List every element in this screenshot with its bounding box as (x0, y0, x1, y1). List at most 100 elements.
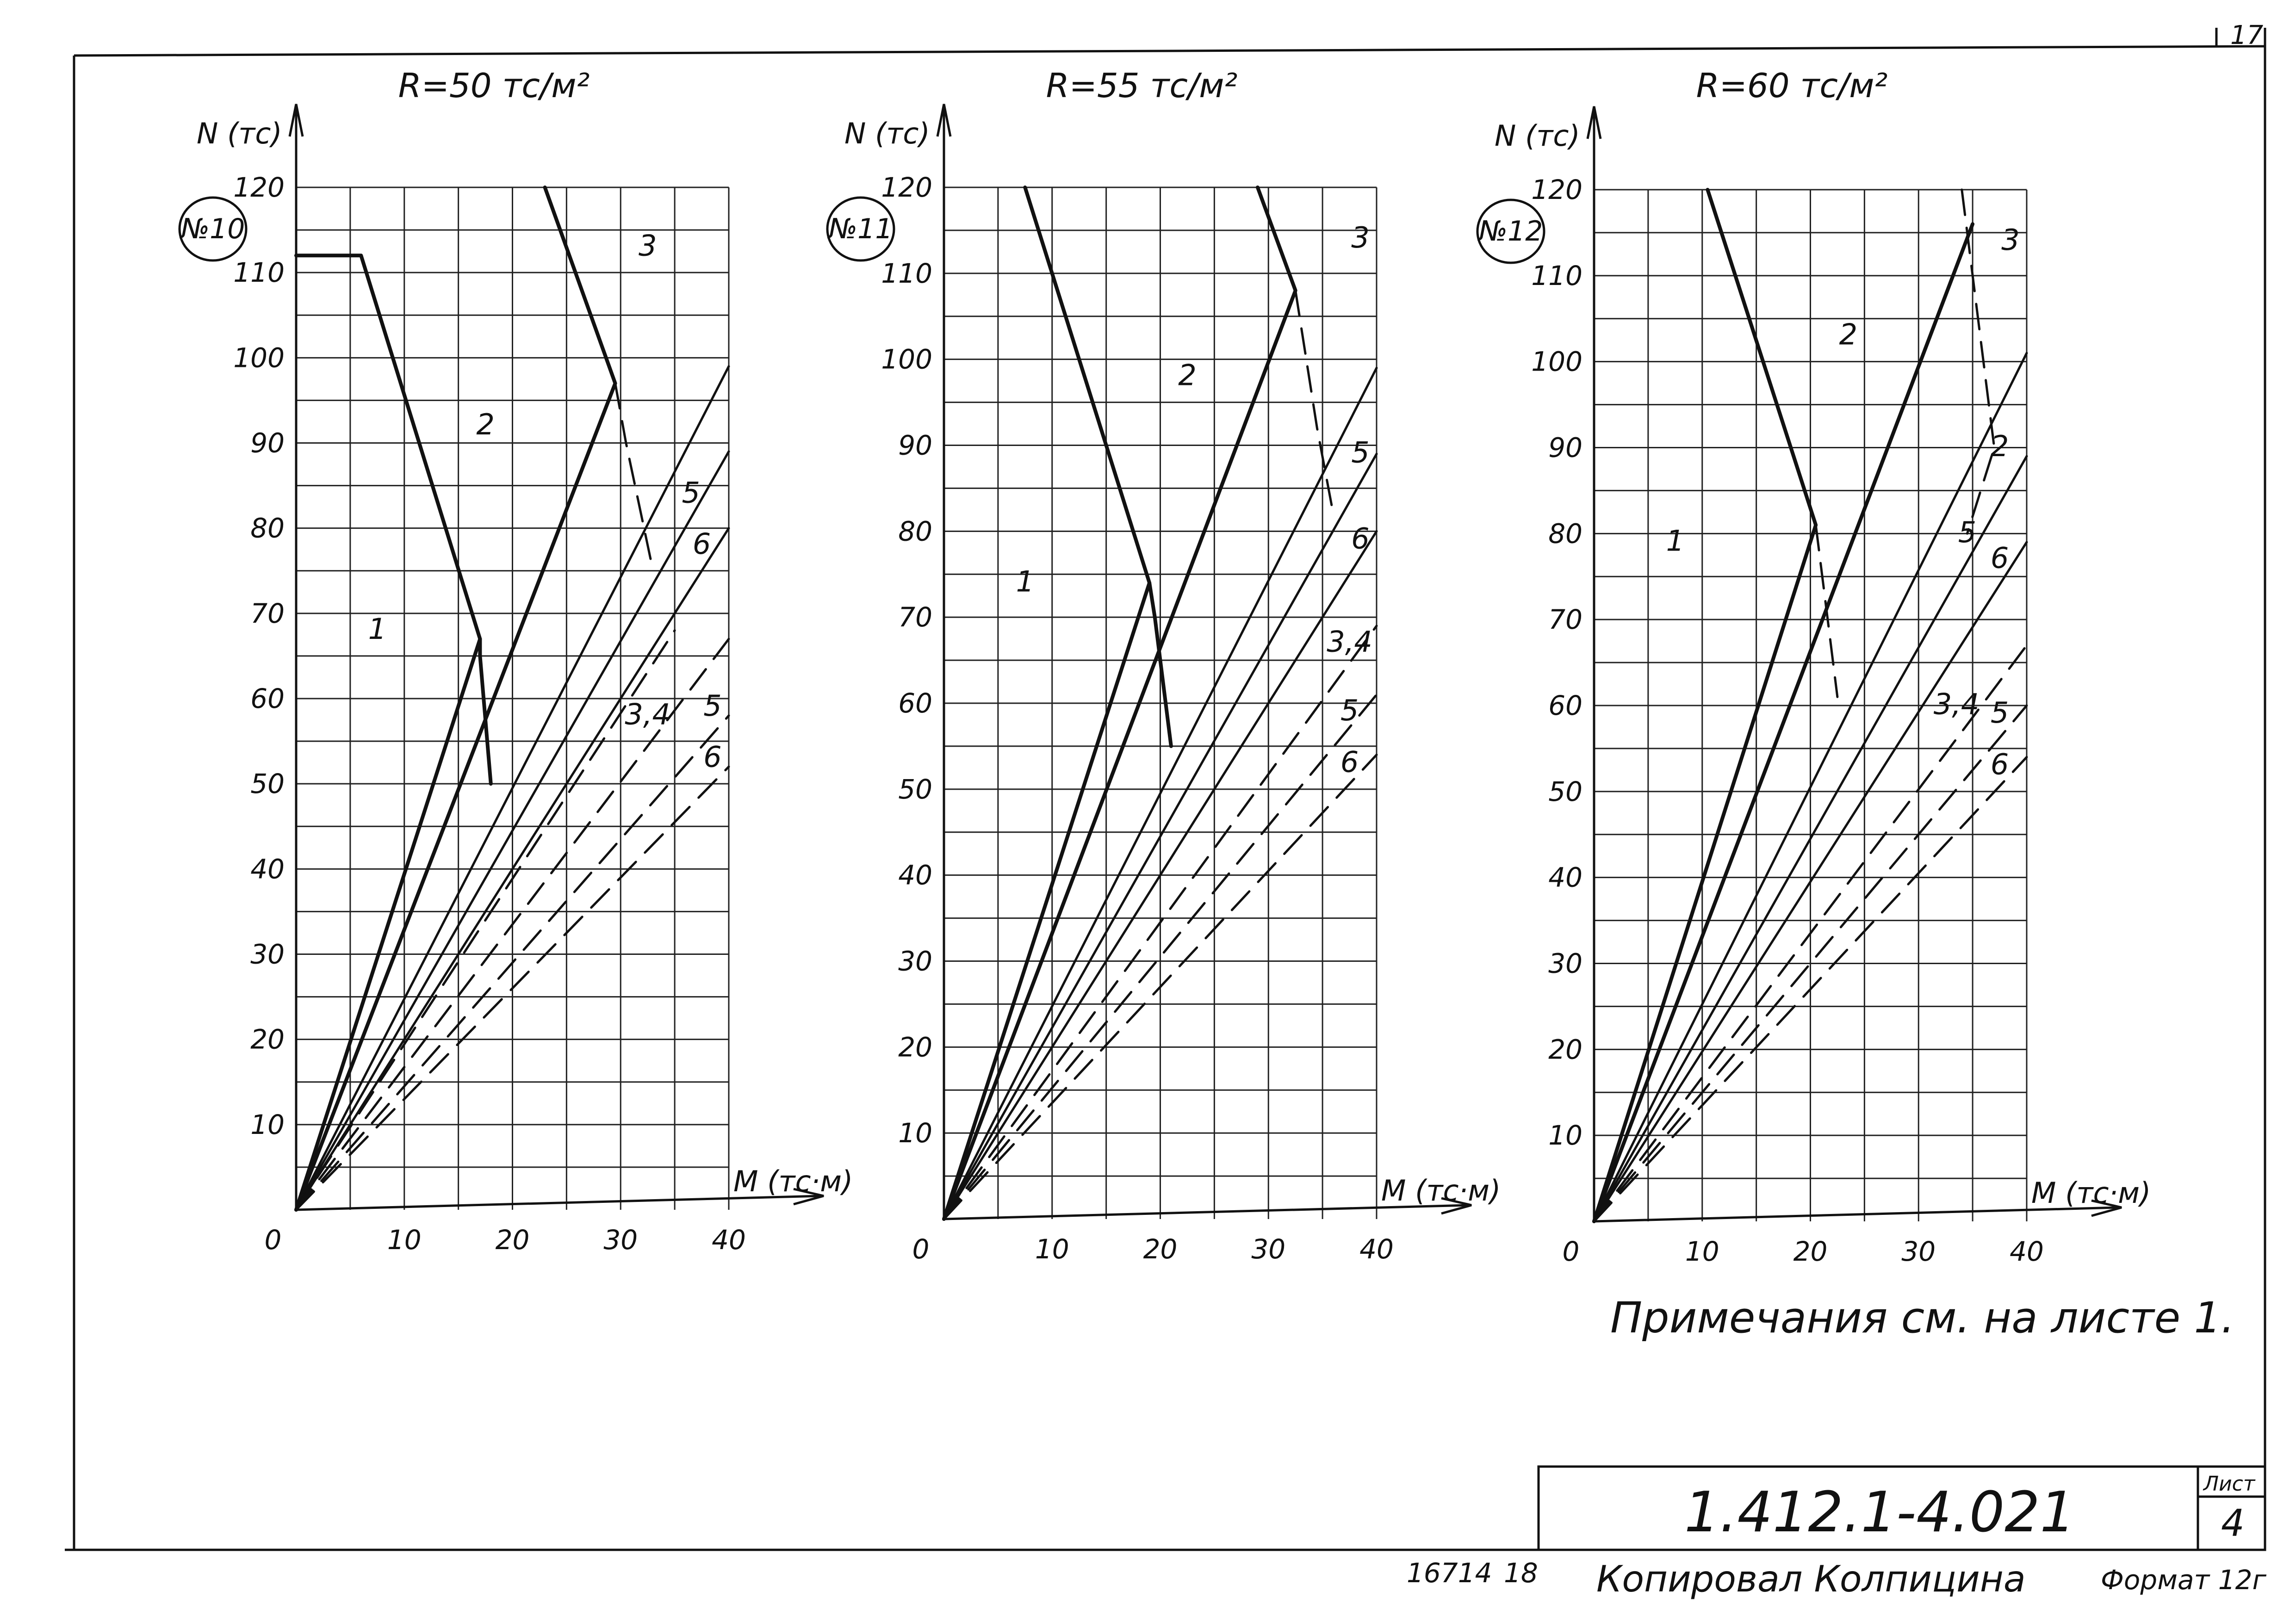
x-tick-label: 40 (2010, 1236, 2044, 1267)
curve-label: 6 (1991, 748, 2009, 781)
y-tick-label: 80 (1548, 518, 1582, 549)
footer-copied-by: Копировал Колпицина (1596, 1559, 2026, 1600)
y-tick-label: 120 (233, 172, 285, 203)
curve-label: 2 (476, 408, 494, 441)
solid-curve (1593, 352, 2028, 1223)
x-axis (1594, 1206, 2120, 1223)
y-tick-label: 50 (1548, 776, 1582, 807)
solid-curve (294, 637, 482, 1212)
solid-curve (294, 254, 493, 786)
y-tick-label: 30 (250, 939, 285, 970)
solid-curve (295, 527, 730, 1211)
curve-label: 6 (693, 527, 711, 561)
y-axis-title: N (тс) (844, 117, 930, 150)
chart-title: R=60 тс/м² (1696, 66, 1888, 105)
curve-label: 2 (1839, 318, 1857, 352)
y-tick-label: 60 (250, 683, 285, 714)
chart-number-text: №10 (180, 213, 245, 245)
y-tick-label: 50 (898, 774, 932, 805)
dashed-curve (943, 754, 1378, 1220)
x-axis (943, 1204, 1470, 1220)
x-axis-title: М (тс·м) (2031, 1176, 2151, 1210)
chart-number-badge (826, 196, 895, 262)
y-tick-label: 90 (250, 427, 285, 459)
dashed-curve (1961, 188, 1996, 535)
curve-label: 6 (703, 740, 721, 774)
curve-label: 6 (1991, 541, 2009, 575)
curve-label: 5 (703, 689, 721, 723)
chart-number-badge (1476, 198, 1545, 264)
solid-curve (1593, 541, 2028, 1223)
chart-title: R=55 тс/м² (1046, 66, 1238, 105)
x-tick-label: 10 (1035, 1233, 1069, 1265)
y-tick-label: 120 (881, 172, 932, 203)
y-tick-label: 30 (898, 946, 932, 977)
y-tick-label: 40 (1548, 862, 1582, 893)
x-axis-arrow (1441, 1197, 1472, 1215)
x-tick-label: 0 (265, 1224, 282, 1256)
curve-label: 6 (1340, 745, 1359, 779)
y-tick-label: 80 (250, 513, 285, 544)
x-tick-label: 20 (496, 1224, 530, 1256)
title-block: 1.412.1-4.021 Лист 4 (1537, 1465, 2266, 1551)
x-tick-label: 40 (1359, 1233, 1394, 1265)
y-tick-label: 110 (881, 258, 932, 289)
dashed-curve (1294, 289, 1334, 515)
x-tick-label: 30 (603, 1224, 638, 1256)
footer-format: Формат 12г (2101, 1564, 2267, 1596)
y-tick-label: 100 (233, 342, 285, 373)
chart-no11: R=55 тс/м²N (тс)М (тс·м)№111020304050607… (826, 66, 1501, 1265)
y-tick-label: 110 (1531, 260, 1582, 291)
chart-number-badge (178, 196, 248, 262)
x-tick-label: 20 (1793, 1236, 1828, 1267)
curve-label: 2 (1178, 358, 1196, 392)
curve-label: 3,4 (1327, 625, 1372, 659)
dashed-curve (1593, 644, 2028, 1223)
dashed-curve (295, 629, 676, 1211)
chart-title: R=50 тс/м² (398, 66, 590, 105)
solid-curve (942, 581, 1152, 1221)
y-axis-arrow (288, 104, 304, 137)
dashed-curve (614, 382, 654, 572)
curve-label: 1 (1016, 564, 1034, 598)
x-tick-label: 10 (387, 1224, 422, 1256)
x-axis-arrow (2091, 1199, 2122, 1217)
chart-number-text: №11 (827, 213, 893, 245)
y-tick-label: 10 (250, 1109, 285, 1140)
dashed-curve (943, 625, 1378, 1220)
x-tick-label: 30 (1901, 1236, 1936, 1267)
dashed-curve (295, 765, 730, 1211)
solid-curve (1593, 455, 2028, 1223)
curve-label: 5 (1351, 436, 1369, 470)
x-tick-label: 10 (1685, 1236, 1719, 1267)
y-tick-label: 40 (250, 853, 285, 885)
solid-curve (943, 366, 1378, 1220)
curve-label: 3 (2001, 223, 2019, 257)
y-tick-label: 30 (1548, 948, 1582, 979)
y-tick-label: 100 (881, 344, 932, 375)
solid-curve (1592, 222, 1975, 1223)
y-axis-arrow (1586, 106, 1602, 139)
curve-label: 2 (1991, 429, 2009, 463)
chart-number-text: №12 (1477, 215, 1543, 248)
y-tick-label: 10 (898, 1117, 932, 1149)
solid-curve (943, 530, 1378, 1220)
y-tick-label: 20 (250, 1024, 285, 1055)
y-tick-label: 70 (250, 598, 285, 629)
x-tick-label: 0 (912, 1233, 930, 1265)
solid-curve (295, 365, 730, 1211)
curve-label: 3 (639, 229, 657, 262)
dashed-curve (295, 714, 730, 1211)
curve-label: 1 (368, 612, 386, 646)
y-tick-label: 60 (898, 687, 932, 719)
y-axis-arrow (936, 104, 952, 137)
y-tick-label: 110 (233, 257, 285, 288)
curve-label: 6 (1351, 522, 1369, 556)
footer-number-2: 18 (1504, 1557, 1538, 1589)
y-tick-label: 20 (1548, 1034, 1582, 1065)
curve-label: 3 (1351, 221, 1369, 254)
y-tick-label: 120 (1531, 174, 1582, 205)
solid-curve (943, 452, 1378, 1220)
chart-no12: R=60 тс/м²N (тс)М (тс·м)№121020304050607… (1476, 66, 2151, 1267)
